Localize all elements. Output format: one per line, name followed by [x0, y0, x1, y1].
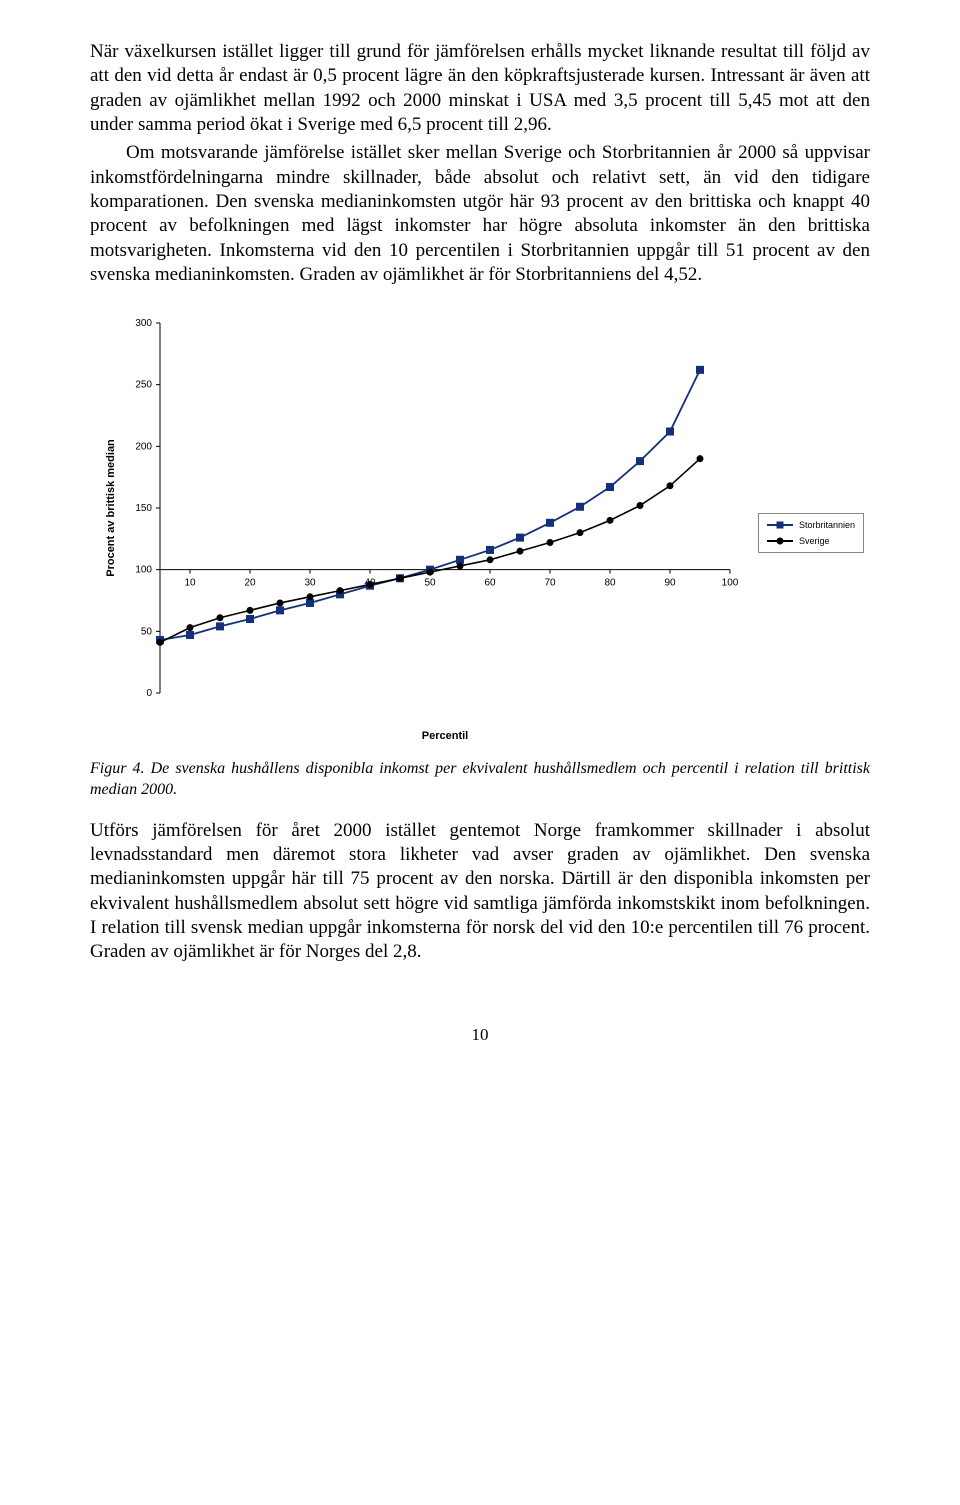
figure-4: 050100150200250300102030405060708090100P…	[90, 313, 870, 753]
svg-text:100: 100	[135, 565, 152, 576]
page: När växelkursen istället ligger till gru…	[0, 0, 960, 1085]
svg-text:200: 200	[135, 441, 152, 452]
svg-text:20: 20	[244, 578, 256, 589]
svg-text:300: 300	[135, 318, 152, 329]
svg-text:50: 50	[424, 578, 436, 589]
svg-text:Percentil: Percentil	[422, 730, 468, 742]
chart-legend: Storbritannien Sverige	[758, 513, 864, 553]
svg-text:Procent av brittisk median: Procent av brittisk median	[105, 439, 117, 577]
figure-caption: Figur 4. De svenska hushållens disponibl…	[90, 759, 870, 801]
svg-text:150: 150	[135, 503, 152, 514]
paragraph-1: När växelkursen istället ligger till gru…	[90, 40, 870, 137]
svg-text:10: 10	[184, 578, 196, 589]
legend-label: Storbritannien	[799, 520, 855, 530]
svg-text:30: 30	[304, 578, 316, 589]
legend-item-storbritannien: Storbritannien	[767, 520, 855, 530]
svg-text:70: 70	[544, 578, 556, 589]
legend-item-sverige: Sverige	[767, 536, 855, 546]
paragraph-2: Om motsvarande jämförelse istället sker …	[90, 141, 870, 287]
svg-text:90: 90	[664, 578, 676, 589]
svg-text:80: 80	[604, 578, 616, 589]
svg-text:60: 60	[484, 578, 496, 589]
svg-text:50: 50	[141, 626, 153, 637]
paragraph-3: Utförs jämförelsen för året 2000 iställe…	[90, 819, 870, 965]
page-number: 10	[90, 1025, 870, 1045]
svg-text:250: 250	[135, 380, 152, 391]
svg-text:100: 100	[722, 578, 739, 589]
svg-text:0: 0	[146, 688, 152, 699]
chart-svg: 050100150200250300102030405060708090100P…	[90, 313, 750, 753]
legend-label: Sverige	[799, 536, 830, 546]
